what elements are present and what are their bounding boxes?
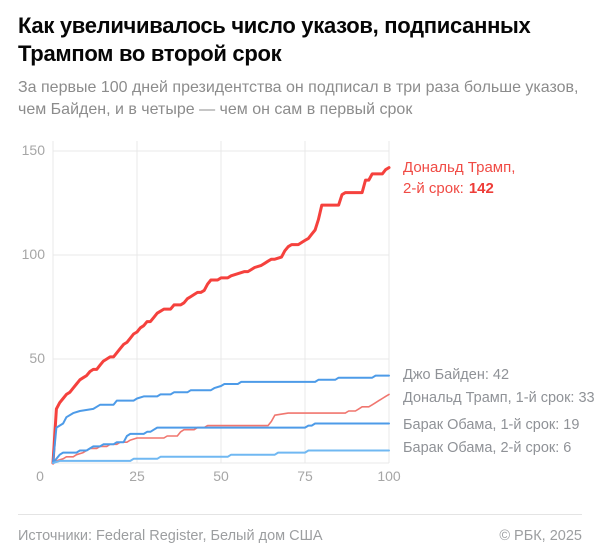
copyright-note: © РБК, 2025	[499, 528, 582, 544]
page-subtitle: За первые 100 дней президентства он подп…	[18, 79, 579, 118]
label-obama-term2: Барак Обама, 2-й срок: 6	[403, 440, 572, 456]
label-obama-term1: Барак Обама, 1-й срок: 19	[403, 417, 580, 433]
label-biden: Джо Байден: 42	[403, 367, 510, 383]
label-trump-term2-value: 142	[468, 180, 494, 197]
series-line-1	[52, 374, 390, 464]
label-trump-term2: Дональд Трамп, 2-й срок: 142	[403, 157, 515, 199]
label-trump-term2-line2: 2-й срок:	[403, 180, 464, 197]
source-note: Источники: Federal Register, Белый дом С…	[18, 528, 323, 544]
footer: Источники: Federal Register, Белый дом С…	[18, 514, 582, 544]
series-line-4	[52, 449, 390, 464]
series-line-3	[52, 422, 390, 464]
page-title: Как увеличивалось число указов, подписан…	[18, 13, 531, 66]
series-line-0	[51, 166, 391, 465]
header: Как увеличивалось число указов, подписан…	[18, 12, 584, 121]
label-trump-term2-line1: Дональд Трамп,	[403, 159, 516, 176]
label-trump-term1: Дональд Трамп, 1-й срок: 33	[403, 390, 595, 406]
